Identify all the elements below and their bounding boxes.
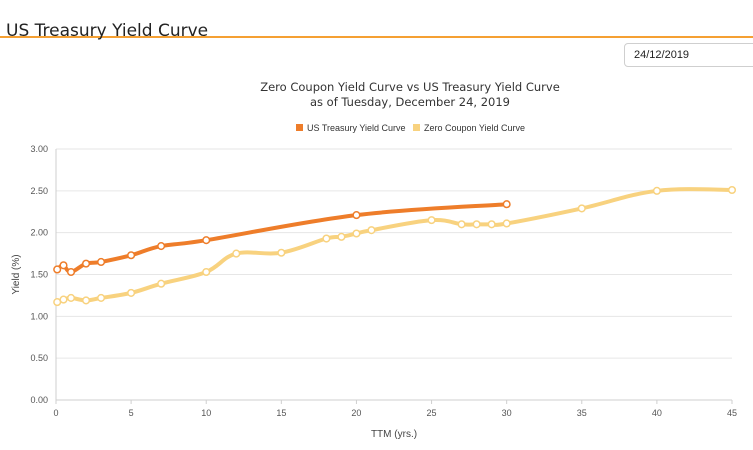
x-tick-label: 20 (351, 408, 361, 418)
y-tick-label: 3.00 (30, 144, 48, 154)
x-axis-label: TTM (yrs.) (371, 429, 417, 440)
series-0 (53, 200, 511, 277)
data-point[interactable] (457, 220, 466, 229)
data-point[interactable] (367, 226, 376, 235)
y-tick-label: 2.00 (30, 228, 48, 238)
data-point[interactable] (577, 204, 586, 213)
page-title: US Treasury Yield Curve (6, 21, 209, 42)
data-point[interactable] (727, 185, 737, 195)
y-tick-label: 1.50 (30, 270, 48, 280)
series-1 (53, 185, 737, 307)
y-tick-label: 0.00 (30, 395, 48, 405)
series-layer (53, 185, 737, 307)
legend-item[interactable]: Zero Coupon Yield Curve (413, 123, 525, 133)
data-point[interactable] (322, 234, 331, 243)
x-tick-label: 15 (276, 408, 286, 418)
x-tick-label: 5 (129, 408, 134, 418)
x-tick-label: 0 (53, 408, 58, 418)
data-point[interactable] (352, 211, 361, 220)
x-tick-label: 10 (201, 408, 211, 418)
legend-label: US Treasury Yield Curve (307, 123, 406, 133)
data-point[interactable] (502, 219, 511, 228)
data-point[interactable] (127, 288, 136, 297)
legend-swatch (413, 124, 420, 131)
x-tick-label: 40 (652, 408, 662, 418)
x-tick-label: 30 (502, 408, 512, 418)
data-point[interactable] (337, 232, 346, 241)
data-point[interactable] (487, 220, 496, 229)
data-point[interactable] (202, 267, 211, 277)
legend-item[interactable]: US Treasury Yield Curve (296, 123, 406, 133)
data-point[interactable] (59, 261, 68, 270)
y-axis-label: Yield (%) (11, 254, 22, 294)
data-point[interactable] (232, 249, 241, 258)
data-point[interactable] (277, 248, 286, 257)
data-point[interactable] (652, 186, 661, 195)
y-tick-label: 1.00 (30, 311, 48, 321)
data-point[interactable] (157, 242, 166, 251)
x-tick-label: 35 (577, 408, 587, 418)
axes: 0.00 0.50 1.00 1.50 2.00 2.50 3.00 0 5 10 15 20 25 30… (30, 144, 737, 418)
data-point[interactable] (53, 265, 62, 274)
chart-subtitle: as of Tuesday, December 24, 2019 (309, 95, 511, 109)
data-point[interactable] (66, 293, 76, 302)
data-point[interactable] (81, 296, 91, 305)
legend-label: Zero Coupon Yield Curve (424, 123, 525, 133)
data-point[interactable] (202, 236, 211, 245)
y-tick-label: 2.50 (30, 186, 48, 196)
page-header: US Treasury Yield Curve (0, 0, 753, 42)
data-point[interactable] (59, 295, 68, 304)
data-point[interactable] (127, 251, 136, 260)
chart-title: Zero Coupon Yield Curve vs US Treasury Y… (260, 80, 560, 94)
legend-swatch (296, 124, 303, 131)
date-input[interactable] (624, 43, 753, 67)
legend[interactable]: US Treasury Yield Curve Zero Coupon Yield… (296, 123, 525, 133)
data-point[interactable] (502, 200, 511, 209)
data-point[interactable] (81, 259, 91, 268)
x-tick-label: 25 (427, 408, 437, 418)
x-tick-label: 45 (727, 408, 737, 418)
data-point[interactable] (472, 220, 481, 229)
data-point[interactable] (427, 216, 436, 225)
data-point[interactable] (97, 293, 106, 302)
grid (56, 148, 732, 401)
data-point[interactable] (97, 257, 106, 267)
series-line (55, 202, 509, 274)
data-point[interactable] (352, 229, 361, 238)
y-tick-label: 0.50 (30, 353, 48, 363)
data-point[interactable] (66, 267, 76, 277)
data-point[interactable] (157, 279, 166, 288)
